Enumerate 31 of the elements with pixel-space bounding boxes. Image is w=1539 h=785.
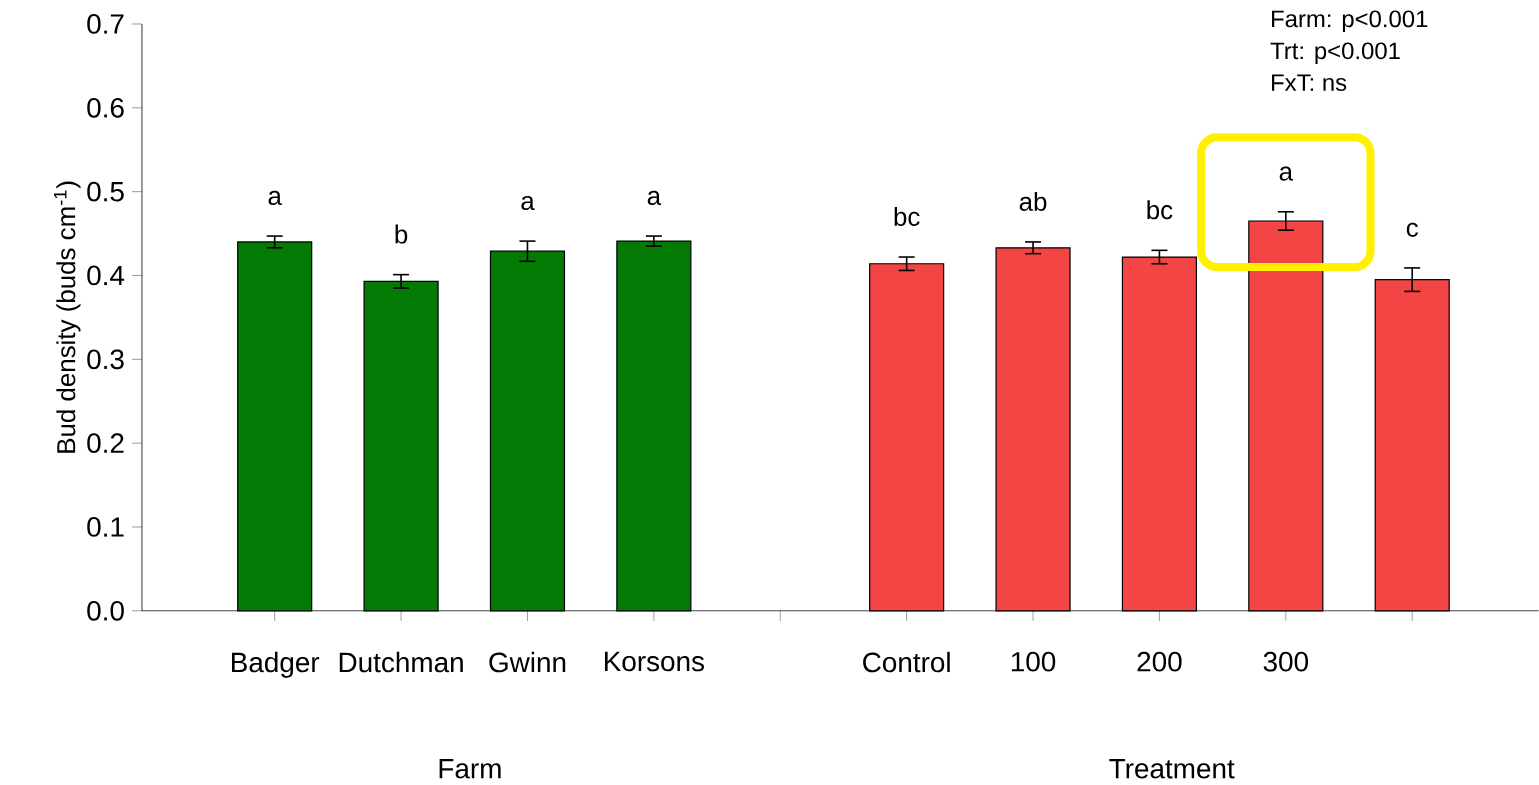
y-tick-label: 0.5 — [87, 181, 124, 202]
data-label: bc — [894, 206, 920, 226]
y-tick-label: 0.0 — [87, 600, 124, 621]
data-label: bc — [1147, 200, 1173, 220]
annotation: Trt: p<0.001 — [1270, 42, 1400, 64]
annotation: Farm: p<0.001 — [1272, 10, 1428, 32]
y-axis-title: Bud density (buds cm$^{-1}$) — [53, 181, 81, 453]
x-tick-label: Gwinn — [489, 651, 566, 673]
x-tick-label: 100 — [1011, 651, 1056, 672]
x-tick-label: 300 — [1263, 651, 1308, 672]
data-label: b — [395, 224, 408, 244]
x-tick-label: Korsons — [604, 651, 704, 672]
y-tick-label: 0.4 — [87, 265, 125, 286]
y-tick-label: 0.7 — [87, 14, 124, 34]
data-label: a — [647, 190, 662, 205]
x-tick-label: Control — [863, 651, 950, 673]
data-label: a — [521, 195, 535, 211]
x-tick-label: 200 — [1137, 651, 1182, 672]
annotation: FxT: ns — [1272, 74, 1347, 91]
data-label: c — [1406, 222, 1419, 237]
y-tick-label: 0.1 — [87, 517, 124, 537]
text: Farm — [439, 758, 501, 779]
y-tick-label: 0.2 — [87, 433, 124, 453]
text: Treatment — [1109, 758, 1235, 779]
data-label: ab — [1019, 191, 1047, 211]
y-tick-label: 0.3 — [87, 349, 124, 370]
data-label: a — [268, 190, 282, 205]
x-tick-label: Dutchman — [339, 651, 463, 673]
data-label: a — [1279, 166, 1294, 181]
y-tick-label: 0.6 — [87, 97, 124, 118]
x-tick-label: Badger — [232, 651, 320, 678]
